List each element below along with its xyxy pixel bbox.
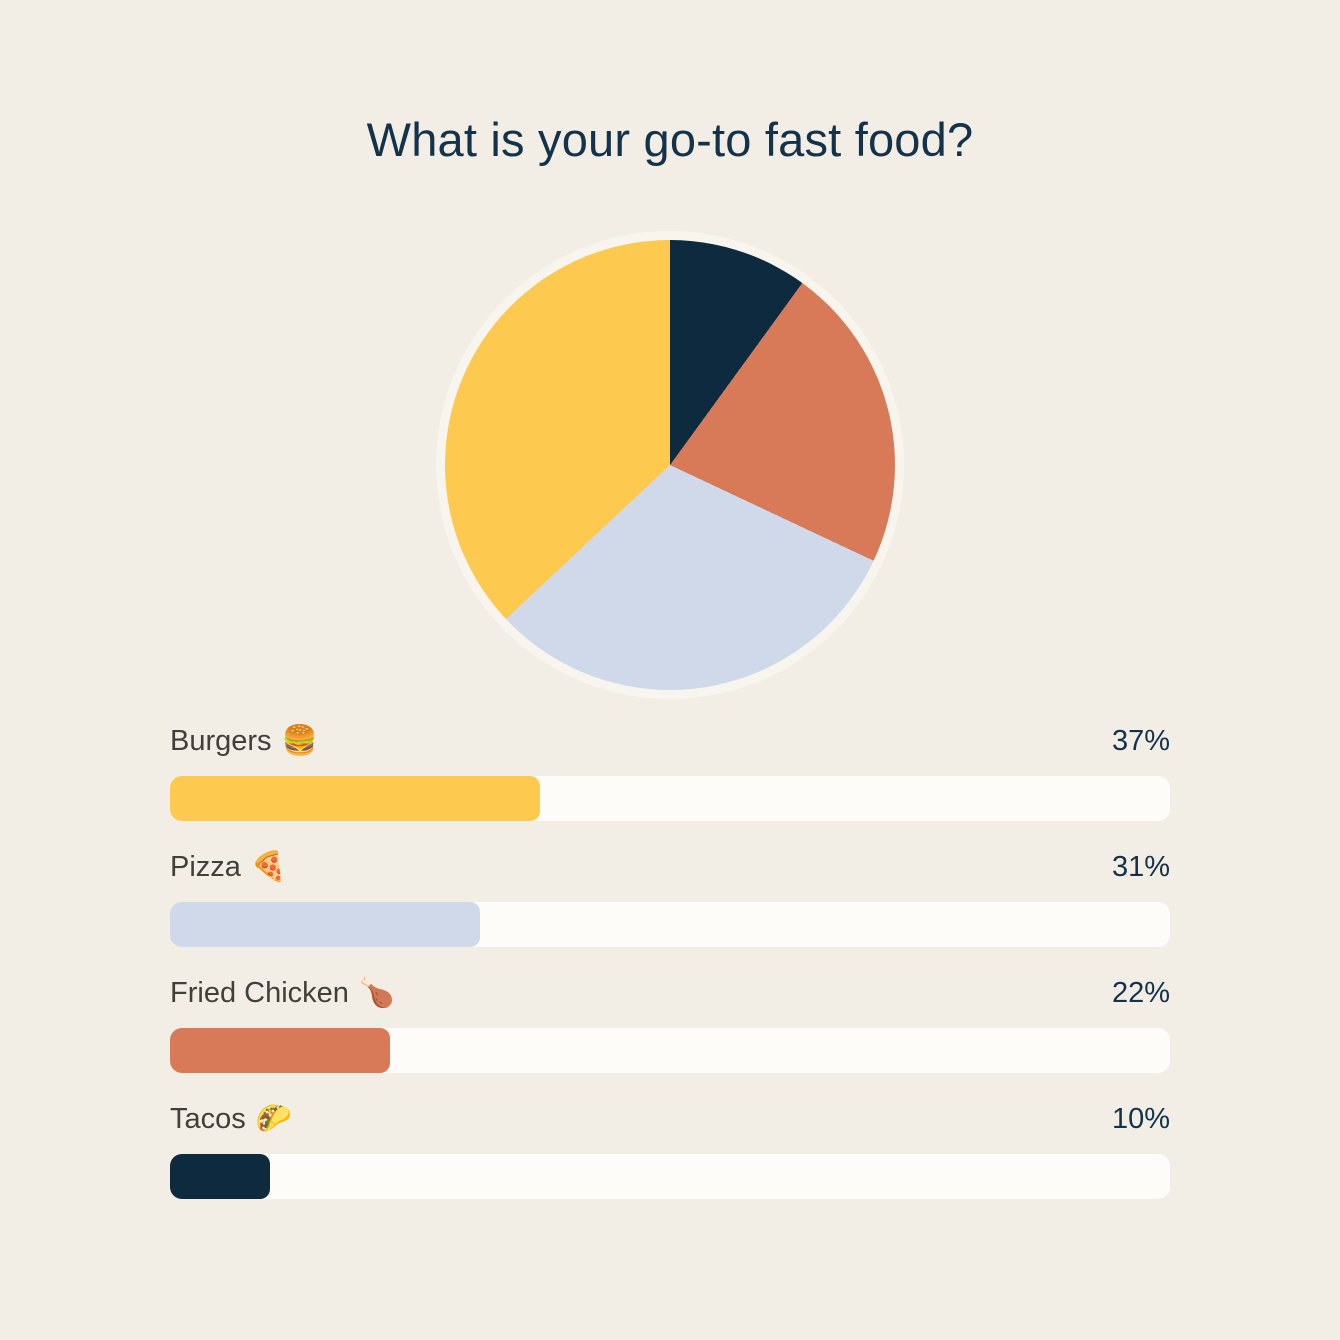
taco-emoji-icon: 🌮 [255,1102,292,1135]
bar-fill-pizza [170,902,480,947]
results-list: Burgers 🍔 37% Pizza 🍕 31% [170,724,1170,1228]
row-head: Tacos 🌮 10% [170,1102,1170,1136]
drumstick-emoji-icon: 🍗 [358,976,396,1009]
result-row-burgers: Burgers 🍔 37% [170,724,1170,821]
row-percent: 10% [1111,1102,1170,1135]
pie-chart [445,240,895,690]
row-head: Pizza 🍕 31% [170,850,1170,884]
row-label-text: Burgers [170,724,272,757]
bar-fill-burgers [170,776,540,821]
page-title: What is your go-to fast food? [366,113,974,166]
result-row-tacos: Tacos 🌮 10% [170,1102,1170,1199]
result-row-pizza: Pizza 🍕 31% [170,850,1170,947]
row-label: Pizza 🍕 [170,851,287,884]
result-row-fried-chicken: Fried Chicken 🍗 22% [170,976,1170,1073]
row-label: Burgers 🍔 [170,725,318,758]
row-percent: 31% [1111,850,1170,883]
row-label: Tacos 🌮 [170,1103,292,1136]
row-percent: 22% [1111,976,1170,1009]
burger-emoji-icon: 🍔 [281,724,318,757]
row-label: Fried Chicken 🍗 [170,977,395,1010]
row-head: Fried Chicken 🍗 22% [170,976,1170,1010]
bar-fill-tacos [170,1154,270,1199]
bar-fill-fried-chicken [170,1028,390,1073]
bar-track [170,902,1170,947]
pizza-emoji-icon: 🍕 [250,850,288,883]
row-head: Burgers 🍔 37% [170,724,1170,758]
row-label-text: Pizza [170,850,241,883]
bar-track [170,776,1170,821]
bar-track [170,1028,1170,1073]
row-label-text: Fried Chicken [170,976,349,1009]
row-label-text: Tacos [170,1102,246,1135]
bar-track [170,1154,1170,1199]
row-percent: 37% [1111,724,1170,757]
